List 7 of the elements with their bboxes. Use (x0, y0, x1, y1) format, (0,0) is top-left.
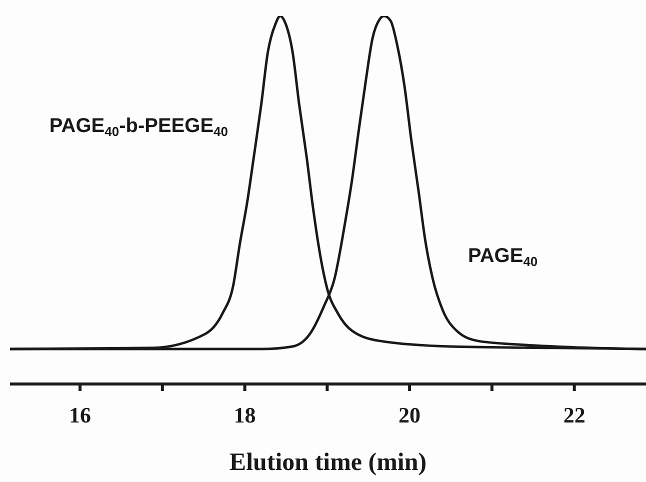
x-tick-label: 18 (234, 402, 256, 428)
series-label: PAGE$_{40}$ (468, 245, 538, 269)
x-tick-label: 22 (563, 402, 586, 428)
x-tick-label: 20 (398, 402, 421, 428)
series-label: PAGE$_{40}$-b-PEEGE$_{40}$ (49, 115, 228, 139)
x-tick-label: 16 (69, 402, 92, 428)
x-axis-title: Elution time (min) (229, 449, 427, 476)
